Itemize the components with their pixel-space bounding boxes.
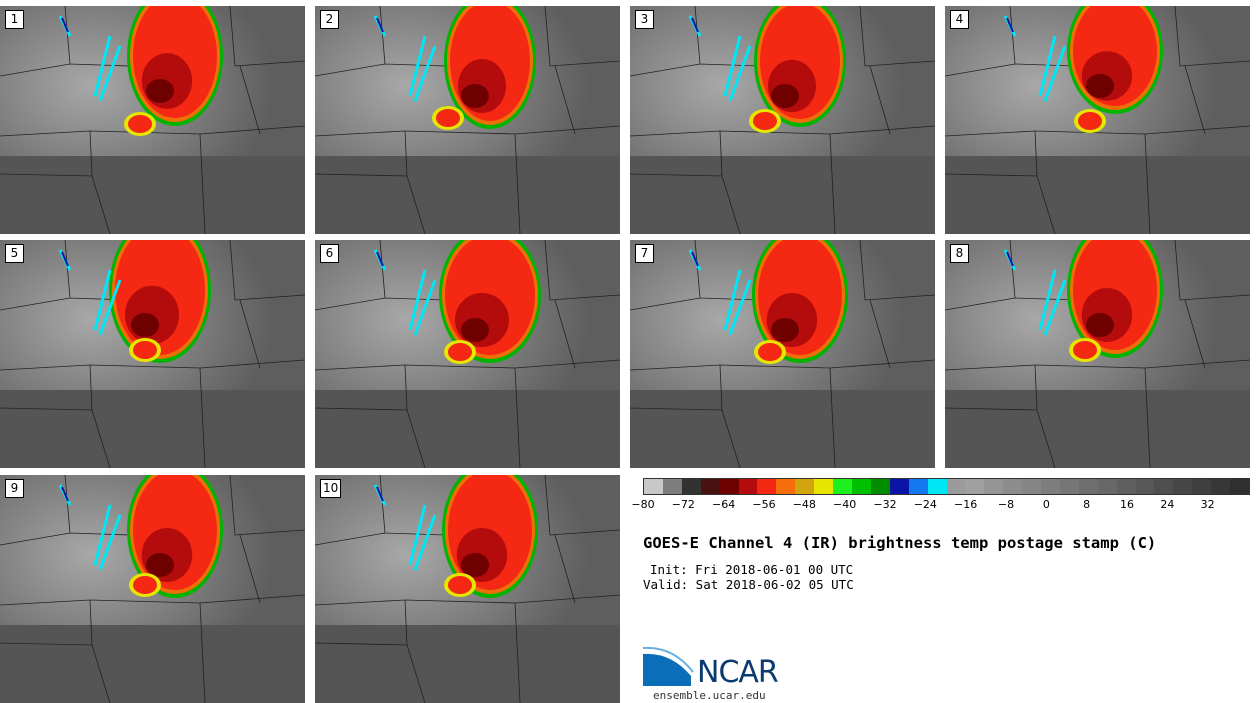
colorbar-labels: −80 −72 −64 −56 −48 −40 −32 −24 −16 −8 0 8 16 24 32 [631, 498, 1248, 512]
colorbar-cell [719, 479, 739, 494]
colorbar-cell [1211, 479, 1231, 494]
colorbar-cell [1003, 479, 1023, 494]
colorbar-cell [1097, 479, 1117, 494]
stamp-panel-8: 8 [945, 240, 1250, 468]
init-time: Init: Fri 2018-06-01 00 UTC [650, 562, 854, 577]
satellite-map [0, 6, 305, 234]
colorbar-tick-label: −72 [671, 498, 695, 511]
colorbar-cell [1041, 479, 1060, 494]
satellite-map [630, 6, 935, 234]
colorbar-cell [965, 479, 985, 494]
colorbar-tick-label: −8 [997, 498, 1015, 511]
colorbar-tick-label: −56 [752, 498, 776, 511]
satellite-map [630, 240, 935, 468]
logo-text: NCAR [697, 655, 779, 690]
colorbar-cell [644, 479, 663, 494]
colorbar-cell [776, 479, 796, 494]
stamp-number: 9 [5, 479, 24, 498]
ncar-logo-icon [643, 646, 694, 686]
colorbar-cell [700, 479, 720, 494]
colorbar-cell [1022, 479, 1042, 494]
colorbar-tick-label: −40 [833, 498, 857, 511]
satellite-map [0, 475, 305, 703]
colorbar-cell [1154, 479, 1174, 494]
stamp-number: 5 [5, 244, 24, 263]
stamp-number: 1 [5, 10, 24, 29]
stamp-panel-6: 6 [315, 240, 620, 468]
satellite-map [315, 240, 620, 468]
colorbar-tick-label: −24 [913, 498, 937, 511]
colorbar-cell [662, 479, 682, 494]
colorbar-tick-label: 16 [1120, 498, 1134, 511]
website-url: ensemble.ucar.edu [653, 689, 766, 702]
stamp-number: 4 [950, 10, 969, 29]
colorbar-tick-label: 8 [1083, 498, 1091, 511]
colorbar-cell [946, 479, 966, 494]
stamp-panel-4: 4 [945, 6, 1250, 234]
colorbar-cell [1135, 479, 1155, 494]
colorbar-cell [738, 479, 758, 494]
stamp-panel-7: 7 [630, 240, 935, 468]
colorbar-cell [870, 479, 890, 494]
colorbar-cell [681, 479, 701, 494]
stamp-number: 8 [950, 244, 969, 263]
stamp-panel-3: 3 [630, 6, 935, 234]
colorbar-cell [889, 479, 909, 494]
colorbar-cell [814, 479, 834, 494]
stamp-panel-10: 10 [315, 475, 620, 703]
colorbar-tick-label: 0 [1042, 498, 1050, 511]
stamp-panel-1: 1 [0, 6, 305, 234]
colorbar-cell [1192, 479, 1212, 494]
valid-time: Valid: Sat 2018-06-02 05 UTC [643, 577, 854, 592]
colorbar-cell [908, 479, 928, 494]
stamp-number: 6 [320, 244, 339, 263]
satellite-map [0, 240, 305, 468]
stamp-panel-2: 2 [315, 6, 620, 234]
satellite-map [315, 475, 620, 703]
satellite-map [945, 6, 1250, 234]
colorbar-tick-label: −16 [954, 498, 978, 511]
satellite-map [945, 240, 1250, 468]
stamp-number: 10 [320, 479, 342, 498]
colorbar-cell [833, 479, 852, 494]
colorbar-tick-label: 32 [1200, 498, 1215, 511]
stamp-number: 2 [320, 10, 339, 29]
colorbar-tick-label: −64 [712, 498, 736, 511]
colorbar-cell [1059, 479, 1079, 494]
stamp-panel-5: 5 [0, 240, 305, 468]
colorbar-cell [1078, 479, 1098, 494]
colorbar [643, 478, 1250, 495]
colorbar-cell [795, 479, 815, 494]
colorbar-tick-label: −48 [792, 498, 816, 511]
colorbar-cell [1230, 479, 1249, 494]
colorbar-cell [757, 479, 777, 494]
colorbar-cell [1116, 479, 1136, 494]
colorbar-cell [851, 479, 871, 494]
satellite-map [315, 6, 620, 234]
stamp-panel-9: 9 [0, 475, 305, 703]
colorbar-cell [1173, 479, 1193, 494]
stamp-number: 3 [635, 10, 654, 29]
colorbar-cell [984, 479, 1004, 494]
colorbar-tick-label: 24 [1160, 498, 1175, 511]
stamp-number: 7 [635, 244, 654, 263]
figure-title: GOES-E Channel 4 (IR) brightness temp po… [643, 534, 1157, 552]
colorbar-tick-label: −32 [873, 498, 897, 511]
colorbar-cell [927, 479, 947, 494]
colorbar-tick-label: −80 [631, 498, 655, 511]
